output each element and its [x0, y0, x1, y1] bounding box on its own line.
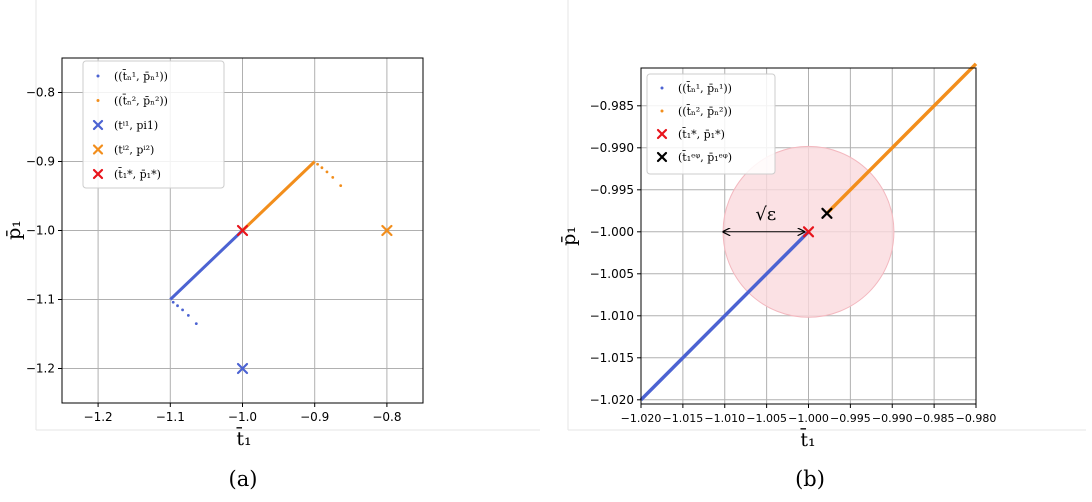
- x-marker: [821, 207, 833, 219]
- legend-label: ((t̄ₙ², p̄ₙ²)): [678, 105, 732, 118]
- data-point: [320, 166, 324, 170]
- legend-marker: [92, 144, 104, 155]
- x-marker-stroke: [821, 207, 833, 219]
- series-segment: [639, 230, 810, 402]
- legend-label: ((t̄ₙ², p̄ₙ²)): [114, 94, 168, 107]
- legend-label: (t̄₁*, p̄₁*): [114, 168, 161, 181]
- y-axis-label: p̄₁: [558, 226, 580, 246]
- x-marker: [236, 224, 249, 237]
- legend-label: (tⁱ¹, pi1): [114, 119, 158, 132]
- y-tick-label: −1.0: [26, 224, 55, 238]
- x-marker-stroke: [381, 224, 393, 237]
- ticks: −1.020 −1.015 −1.010 −1.005 −1.000 −0.995 −0.9…: [590, 99, 997, 425]
- x-tick-label: −1.005: [746, 412, 787, 425]
- data-point: [339, 184, 343, 188]
- legend-marker: [656, 128, 668, 140]
- series-segment: [169, 229, 244, 301]
- series-segment: [241, 160, 316, 232]
- x-tick-label: −1.0: [228, 410, 257, 424]
- data-point: [331, 175, 335, 179]
- legend: ((t̄ₙ¹, p̄ₙ¹)) ((t̄ₙ², p̄ₙ²)) (t̄₁*, p̄₁*)…: [646, 73, 776, 175]
- data-point: [171, 300, 175, 304]
- legend-label: ((t̄ₙ¹, p̄ₙ¹)): [678, 82, 732, 95]
- y-tick-label: −0.985: [590, 99, 634, 113]
- y-axis-label: p̄₁: [3, 220, 25, 240]
- y-tick-label: −1.005: [590, 267, 634, 281]
- x-tick-label: −0.9: [300, 410, 329, 424]
- legend-label: (t̄₁ᵉᵠ, p̄₁ᵉᵠ): [678, 151, 732, 164]
- x-tick-label: −0.995: [830, 412, 871, 425]
- annotation-layer: √ε: [723, 204, 804, 232]
- chart-caption: (b): [795, 467, 825, 491]
- data-point: [186, 313, 190, 317]
- y-tick-label: −1.000: [590, 225, 634, 239]
- legend-marker: [96, 74, 100, 78]
- x-tick-label: −0.990: [872, 412, 913, 425]
- y-tick-label: −0.995: [590, 183, 634, 197]
- legend-marker: [92, 119, 104, 131]
- plot-area: [169, 160, 393, 375]
- plot-area: [639, 62, 978, 402]
- chart-caption: (a): [229, 467, 258, 491]
- legend-marker: [96, 99, 100, 102]
- legend-marker: [656, 151, 668, 163]
- x-axis-label: t̄₁: [236, 426, 252, 450]
- legend-marker: [660, 86, 664, 90]
- x-tick-label: −1.010: [704, 412, 745, 425]
- data-point: [194, 322, 198, 326]
- legend-marker-stroke: [656, 128, 668, 140]
- y-tick-label: −0.8: [26, 86, 55, 100]
- legend-label: (tⁱ², pⁱ²): [114, 144, 154, 157]
- series-segment: [825, 62, 978, 215]
- legend-marker-stroke: [92, 168, 104, 180]
- legend: ((t̄ₙ¹, p̄ₙ¹)) ((t̄ₙ², p̄ₙ²)) (tⁱ¹, pi1) (t…: [82, 60, 225, 189]
- legend-box: [82, 60, 225, 189]
- y-tick-label: −0.9: [26, 155, 55, 169]
- y-tick-label: −1.1: [26, 293, 55, 307]
- data-point: [325, 170, 329, 174]
- x-tick-label: −1.1: [156, 410, 185, 424]
- epsilon-label: √ε: [755, 204, 776, 225]
- data-point: [316, 162, 319, 166]
- x-tick-label: −1.000: [788, 412, 829, 425]
- x-tick-label: −0.985: [914, 412, 955, 425]
- ticks: −1.2 −1.1 −1.0 −0.9 −0.8 −0.8 −0.9 −1.0 −1.1 −1.2: [26, 86, 402, 425]
- y-tick-label: −0.990: [590, 141, 634, 155]
- x-marker: [802, 226, 815, 238]
- x-marker: [236, 362, 249, 375]
- y-tick-label: −1.020: [590, 393, 634, 407]
- x-marker-stroke: [236, 362, 249, 375]
- legend-marker-stroke: [92, 119, 104, 131]
- x-tick-label: −1.015: [663, 412, 704, 425]
- data-point: [176, 304, 179, 308]
- x-marker-stroke: [236, 224, 249, 237]
- x-tick-label: −0.8: [372, 410, 401, 424]
- legend-box: [646, 73, 776, 175]
- legend-marker: [660, 109, 664, 113]
- legend-marker-stroke: [656, 151, 668, 163]
- x-axis-label: t̄₁: [800, 427, 816, 451]
- legend-label: ((t̄ₙ¹, p̄ₙ¹)): [114, 70, 168, 83]
- x-tick-label: −0.980: [956, 412, 997, 425]
- x-marker-stroke: [802, 226, 815, 238]
- data-point: [181, 308, 184, 312]
- y-tick-label: −1.015: [590, 351, 634, 365]
- legend-marker: [92, 168, 104, 180]
- legend-marker-stroke: [92, 144, 104, 155]
- legend-label: (t̄₁*, p̄₁*): [678, 128, 725, 141]
- x-tick-label: −1.020: [621, 412, 662, 425]
- x-tick-label: −1.2: [84, 410, 113, 424]
- x-marker: [381, 224, 393, 237]
- y-tick-label: −1.010: [590, 309, 634, 323]
- chart-a: −1.2 −1.1 −1.0 −0.9 −0.8−0.8−0.9−1.0−1.1−1.2…: [3, 57, 424, 491]
- chart-b: √ε −1.020 −1.015 −1.010 −1.005 −1.000 −0.995−…: [558, 62, 997, 491]
- y-tick-label: −1.2: [26, 362, 55, 376]
